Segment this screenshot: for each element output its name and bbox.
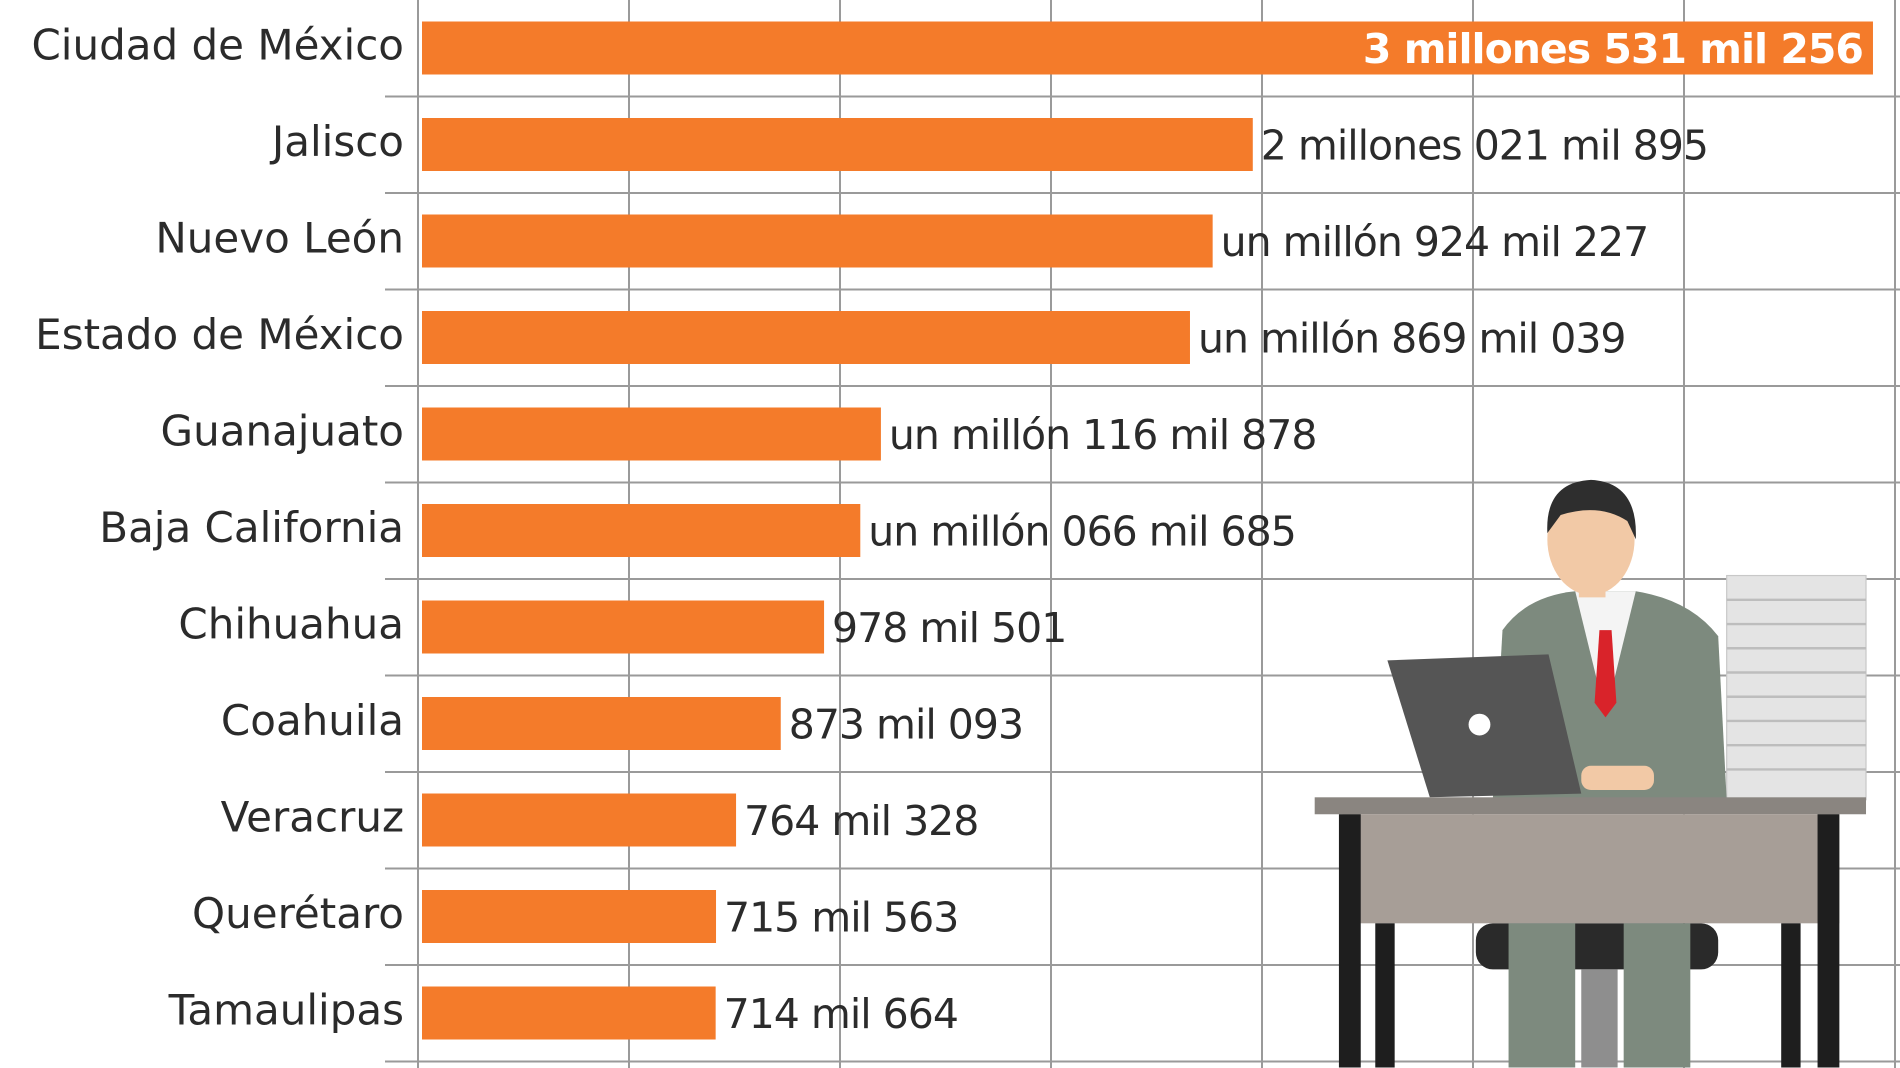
category-label: Tamaulipas: [168, 986, 404, 1035]
bar: [422, 986, 716, 1040]
trouser: [1623, 923, 1691, 1068]
bar: [422, 504, 861, 557]
value-label: 978 mil 501: [832, 604, 1066, 652]
bar: [422, 21, 1873, 75]
laptop-logo: [1468, 713, 1491, 736]
bar: [422, 890, 717, 943]
bar: [422, 600, 825, 654]
value-label: un millón 869 mil 039: [1198, 315, 1626, 363]
hair: [1547, 479, 1636, 540]
category-label: Veracruz: [221, 793, 404, 842]
trouser: [1508, 923, 1576, 1068]
bar: [422, 118, 1253, 171]
value-label: 873 mil 093: [789, 701, 1023, 749]
paper-lines: [1726, 598, 1867, 771]
desk-top: [1314, 797, 1867, 815]
paper-stack: [1726, 574, 1867, 801]
hand: [1581, 765, 1654, 791]
desk-leg: [1781, 923, 1801, 1068]
grid: [385, 0, 1900, 1068]
value-label: un millón 116 mil 878: [889, 411, 1317, 459]
category-label: Querétaro: [192, 889, 404, 938]
bar: [422, 214, 1213, 268]
value-label: 764 mil 328: [744, 797, 978, 845]
category-label: Ciudad de México: [31, 21, 404, 70]
desk-leg: [1375, 923, 1395, 1068]
category-label: Jalisco: [269, 117, 404, 166]
desk-leg: [1817, 814, 1840, 1068]
category-label: Guanajuato: [161, 407, 404, 456]
category-label: Estado de México: [35, 310, 404, 359]
office-illustration: [1314, 479, 1867, 1068]
value-label: 715 mil 563: [724, 894, 958, 942]
category-label: Baja California: [99, 503, 404, 552]
bar: [422, 697, 781, 750]
value-label: 3 millones 531 mil 256: [1363, 25, 1863, 73]
chair-post: [1581, 969, 1618, 1068]
value-label: un millón 066 mil 685: [868, 508, 1296, 556]
bar: [422, 407, 881, 461]
bar: [422, 793, 737, 847]
category-label: Coahuila: [221, 696, 404, 745]
value-label: 714 mil 664: [724, 990, 958, 1038]
tie: [1594, 630, 1617, 718]
value-label: un millón 924 mil 227: [1221, 218, 1649, 266]
category-label: Chihuahua: [178, 600, 404, 649]
desk-leg: [1338, 814, 1361, 1068]
value-label: 2 millones 021 mil 895: [1261, 122, 1708, 170]
bars: Ciudad de México 3 millones 531 mil 256 Ja…: [31, 21, 1873, 1040]
desk-panel: [1342, 814, 1840, 924]
bar: [422, 311, 1190, 364]
category-label: Nuevo León: [155, 214, 404, 263]
